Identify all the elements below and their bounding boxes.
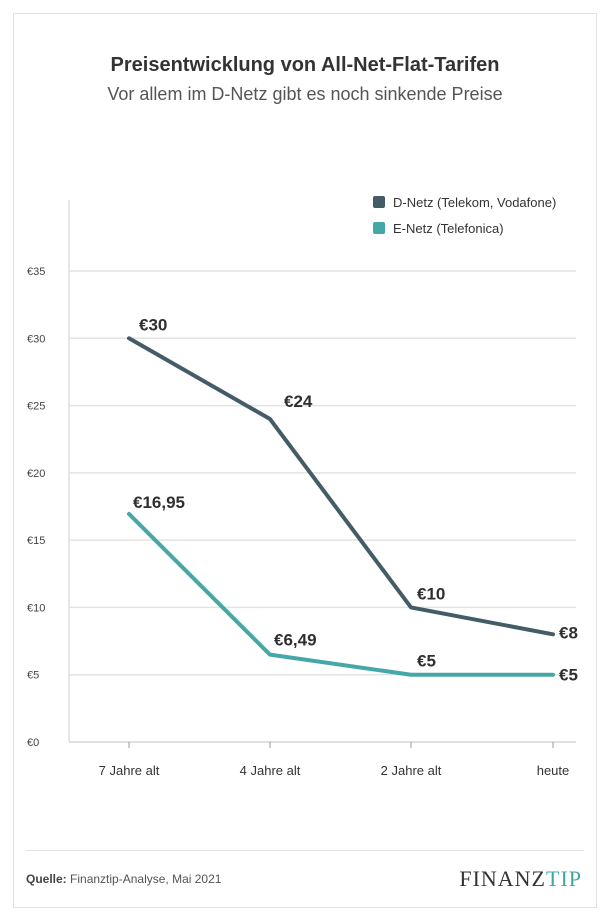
- data-label: €24: [284, 392, 313, 411]
- source-text: Finanztip-Analyse, Mai 2021: [70, 872, 222, 886]
- x-tick-label: 4 Jahre alt: [240, 763, 301, 778]
- data-label: €30: [139, 315, 167, 334]
- y-tick-label: €10: [27, 602, 45, 614]
- footer-divider: [26, 850, 584, 851]
- source-label: Quelle:: [26, 872, 67, 886]
- series-line-e-netz: [127, 511, 555, 677]
- legend-swatch: [373, 196, 385, 208]
- y-tick-label: €20: [27, 468, 45, 480]
- y-tick-label: €5: [27, 670, 39, 682]
- y-tick-label: €30: [27, 333, 45, 345]
- legend-label: D-Netz (Telekom, Vodafone): [393, 195, 556, 210]
- y-tick-label: €25: [27, 401, 45, 413]
- data-label: €16,95: [133, 493, 185, 512]
- x-tick-label: 2 Jahre alt: [381, 763, 442, 778]
- chart-frame: [13, 13, 597, 908]
- legend-label: E-Netz (Telefonica): [393, 221, 504, 236]
- chart-subtitle: Vor allem im D-Netz gibt es noch sinkend…: [107, 84, 503, 104]
- legend-swatch: [373, 222, 385, 234]
- data-label: €5: [559, 666, 578, 685]
- series-line-d-netz: [127, 336, 555, 637]
- finanztip-logo: FINANZTIP: [459, 866, 582, 891]
- chart-title: Preisentwicklung von All-Net-Flat-Tarife…: [110, 54, 500, 76]
- x-tick-label: 7 Jahre alt: [99, 763, 160, 778]
- y-tick-label: €35: [27, 266, 45, 278]
- y-tick-label: €15: [27, 535, 45, 547]
- data-label: €5: [417, 652, 436, 671]
- x-tick-label: heute: [537, 763, 570, 778]
- data-label: €8: [559, 623, 578, 642]
- data-label: €6,49: [274, 631, 317, 650]
- data-label: €10: [417, 584, 445, 603]
- y-tick-label: €0: [27, 737, 39, 749]
- source-note: Quelle: Finanztip-Analyse, Mai 2021: [26, 872, 221, 886]
